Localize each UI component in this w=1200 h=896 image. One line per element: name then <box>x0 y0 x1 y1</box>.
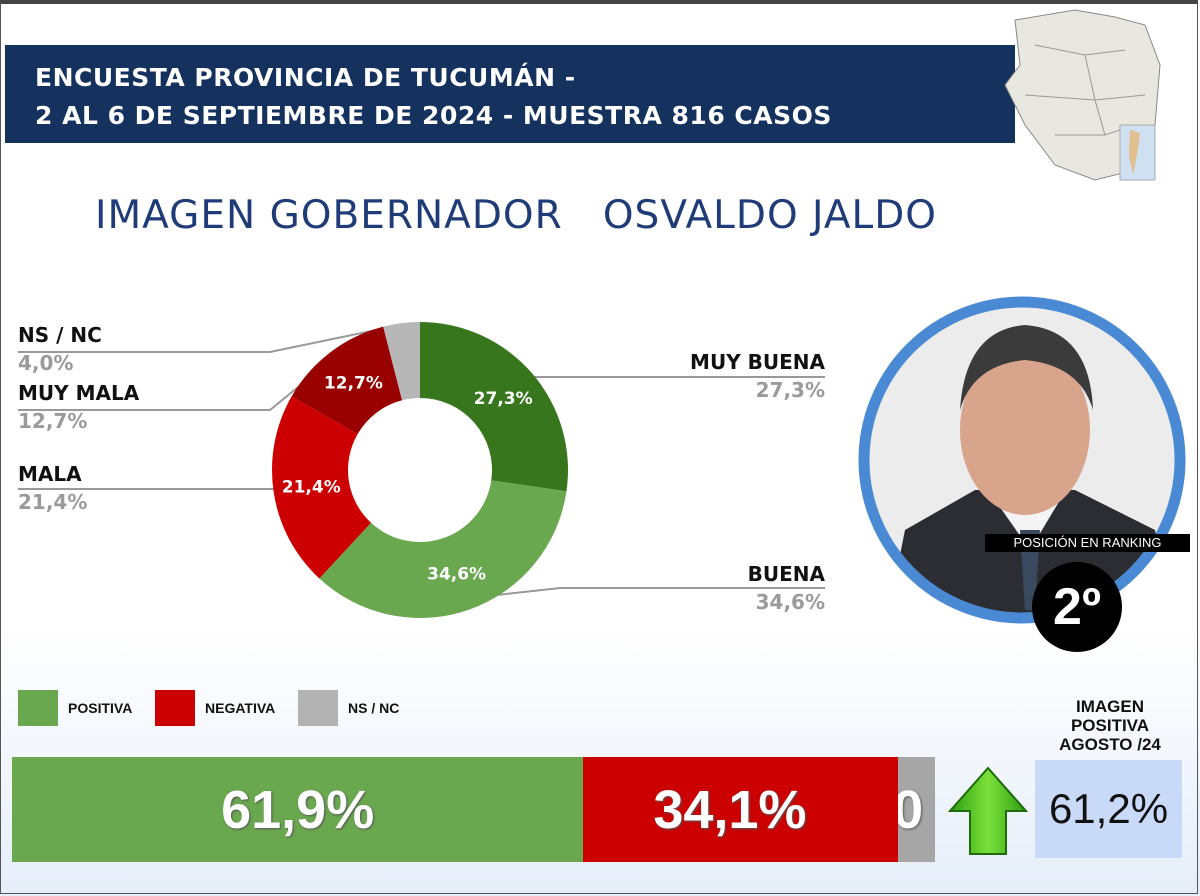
slice-label: 27,3% <box>474 389 533 409</box>
bar-segment-negativa: 34,1% <box>583 757 899 862</box>
label-mala: MALA 21,4% <box>18 462 88 514</box>
ranking-badge: POSICIÓN EN RANKING <box>985 534 1190 552</box>
bar-label: 61,9% <box>221 779 375 840</box>
governor-photo <box>858 296 1186 624</box>
arrow-up-icon <box>948 766 1028 855</box>
slice-label: 21,4% <box>282 478 341 498</box>
leader-line <box>469 587 825 599</box>
label-buena: BUENA 34,6% <box>747 562 825 614</box>
legend-negativa: NEGATIVA <box>155 690 275 726</box>
page-title: IMAGEN GOBERNADOR OSVALDO JALDO <box>95 193 937 238</box>
donut-slice <box>291 326 403 435</box>
donut-slice <box>319 480 567 618</box>
label-muy-mala: MUY MALA 12,7% <box>18 381 140 433</box>
slice-label: 12,7% <box>324 373 383 393</box>
ranking-position: 2º <box>1032 562 1122 652</box>
bar-label: 34,1% <box>653 779 807 840</box>
previous-heading: IMAGEN POSITIVA AGOSTO /24 <box>1059 697 1161 754</box>
donut-slice <box>420 322 568 492</box>
slice-label: 34,6% <box>427 565 486 585</box>
donut-slice <box>272 396 372 579</box>
legend-ns-nc: NS / NC <box>298 690 399 726</box>
header-band: ENCUESTA PROVINCIA DE TUCUMÁN - 2 AL 6 D… <box>5 45 1015 143</box>
leader-line <box>18 324 401 353</box>
header-line-2: 2 AL 6 DE SEPTIEMBRE DE 2024 - MUESTRA 8… <box>35 101 832 130</box>
label-ns-nc: NS / NC 4,0% <box>18 323 102 375</box>
legend-positiva: POSITIVA <box>18 690 132 726</box>
tucuman-map-icon <box>1004 9 1161 181</box>
label-muy-buena: MUY BUENA 27,3% <box>690 350 825 402</box>
bar-label: 4,0 <box>898 779 924 840</box>
bar-segment-positiva: 61,9% <box>12 757 584 862</box>
bar-segment-ns-nc: 4,0 <box>898 757 935 862</box>
donut-slice <box>383 322 420 401</box>
previous-value: 61,2% <box>1035 760 1182 858</box>
header-line-1: ENCUESTA PROVINCIA DE TUCUMÁN - <box>35 63 576 92</box>
